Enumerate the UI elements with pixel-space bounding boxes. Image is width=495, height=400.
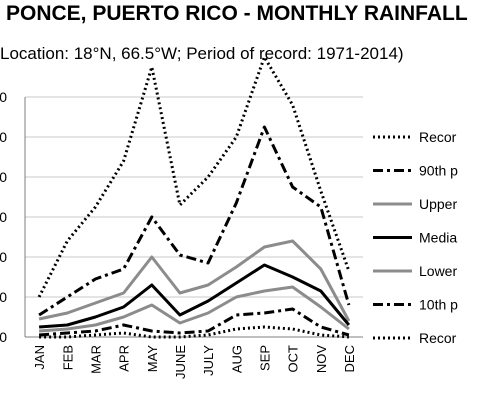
y-tick-label: 0 xyxy=(0,209,7,225)
x-tick-label: MAR xyxy=(88,345,103,374)
series-lines xyxy=(37,55,351,339)
y-tick-label: 0 xyxy=(0,169,7,185)
legend-label: Media xyxy=(419,230,457,246)
x-tick-label: JUNE xyxy=(173,345,188,379)
x-tick-label: APR xyxy=(117,345,132,372)
x-tick-label: DEC xyxy=(342,345,357,372)
y-tick-labels: 0 0 0 0 0 0 0 xyxy=(0,89,7,345)
series-line xyxy=(38,307,350,337)
legend-label: Lower xyxy=(419,263,457,279)
y-tick-label: 0 xyxy=(0,249,7,265)
x-tick-label: JULY xyxy=(201,345,216,376)
x-tick-label: JAN xyxy=(32,345,47,370)
x-tick-label: FEB xyxy=(60,345,75,370)
x-tick-label: OCT xyxy=(286,345,301,373)
legend-label: Recor xyxy=(419,330,457,346)
y-tick-label: 0 xyxy=(0,129,7,145)
series-line xyxy=(38,285,350,333)
legend-label: 90th p xyxy=(419,163,458,179)
legend-label: Upper xyxy=(419,196,457,212)
x-tick-label: SEP xyxy=(257,345,272,371)
legend-label: 10th p xyxy=(419,297,458,313)
legend-label: Recor xyxy=(419,129,457,145)
y-tick-label: 0 xyxy=(0,89,7,105)
series-line xyxy=(38,263,351,329)
chart-subtitle: Location: 18°N, 66.5°W; Period of record… xyxy=(0,44,404,63)
x-tick-label: NOV xyxy=(314,345,329,374)
series-line xyxy=(39,325,350,339)
y-tick-label: 0 xyxy=(0,329,7,345)
legend: Recor 90th p Upper Media Lower 10th p Recor xyxy=(373,129,458,346)
chart-title: PONCE, PUERTO RICO - MONTHLY RAINFALL xyxy=(6,2,468,25)
x-tick-label: MAY xyxy=(145,345,160,373)
series-line xyxy=(38,125,351,317)
y-tick-label: 0 xyxy=(0,289,7,305)
x-tick-label: AUG xyxy=(229,345,244,373)
x-tick-labels: JAN FEB MAR APR MAY JUNE JULY AUG SEP OCT NOV DEC xyxy=(32,345,357,379)
series-line xyxy=(38,239,351,322)
